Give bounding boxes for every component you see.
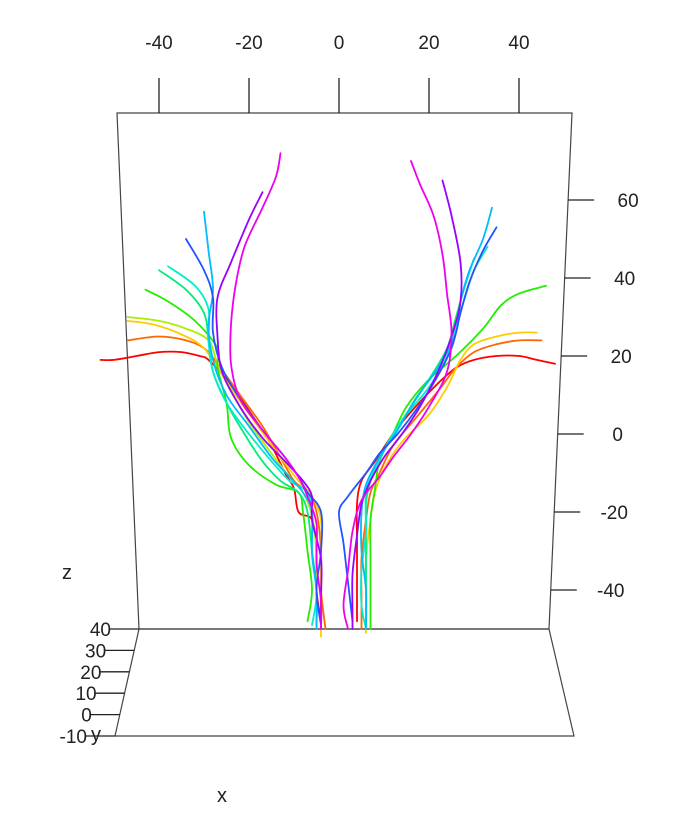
series-line-19 [351,179,463,630]
z-axis-title: z [62,562,72,584]
y-tick-label-1: 0 [81,706,92,727]
series-line-17 [360,206,493,630]
y-tick-label-0: -10 [60,727,87,748]
series-line-14 [369,284,547,630]
series-line-20 [342,160,453,630]
data-series [99,152,556,638]
floor-panel [114,628,575,737]
series-line-11 [355,354,556,623]
series-line-10 [229,152,323,630]
x-tick-label-2: 0 [334,33,345,54]
y-axis-title: y [91,724,101,746]
x-tick-label-1: -20 [235,33,262,54]
x-tick-label-0: -40 [145,33,172,54]
series-line-4 [144,288,313,623]
y-tick-label-2: 10 [75,684,96,705]
z-tick-label-1: -20 [600,503,627,524]
series-line-7 [203,210,318,630]
z-tick-label-5: 60 [618,191,639,212]
y-tick-label-5: 40 [90,620,111,641]
x-tick-label-3: 20 [418,33,439,54]
z-tick-label-2: 0 [612,425,623,446]
x-axis-title: x [217,785,227,807]
y-tick-label-3: 20 [80,663,101,684]
axis-labels: x y z [62,562,227,807]
z-tick-label-0: -40 [597,581,624,602]
series-line-12 [360,339,543,630]
z-tick-label-3: 20 [611,347,632,368]
series-line-13 [364,331,538,634]
series-line-6 [167,265,318,626]
z-tick-label-4: 40 [614,269,635,290]
series-line-9 [215,191,323,630]
series-line-16 [360,245,489,630]
y-tick-label-4: 30 [85,641,106,662]
box-frame [114,112,575,737]
series-line-5 [158,269,318,626]
x-tick-label-4: 40 [508,33,529,54]
series-line-18 [338,226,498,623]
